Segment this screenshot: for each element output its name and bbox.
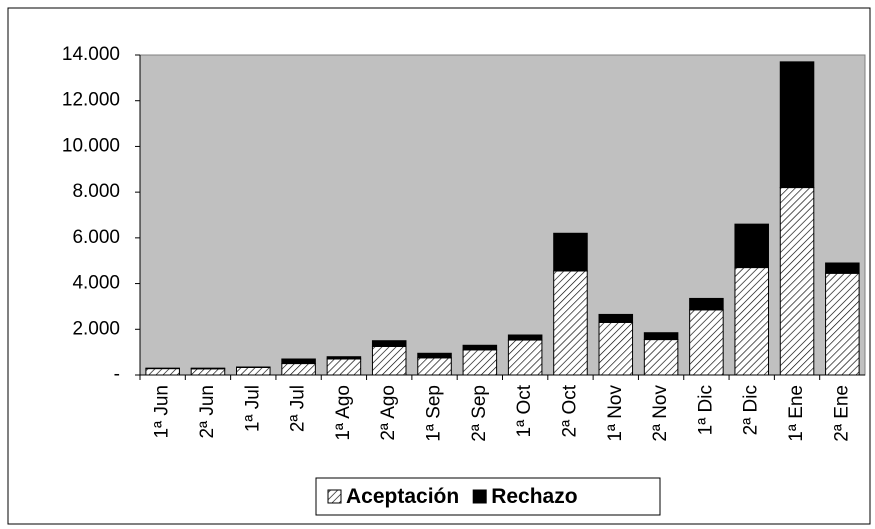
x-tick-label: 1ª Oct [514,384,535,437]
x-tick-label: 1ª Ago [333,385,354,441]
bar-segment [553,270,588,376]
bar-segment [689,297,724,311]
bar-segment [371,340,407,347]
bar-segment [598,321,634,376]
x-tick-label: 2ª Oct [559,384,580,437]
y-tick-label: 8.000 [72,181,120,202]
bar-segment [145,368,180,376]
x-tick-label: 1ª Jun [152,385,173,439]
bar-segment [462,344,498,351]
x-tick-label: 2ª Jun [197,385,218,439]
x-tick-label: 1ª Jul [242,385,263,432]
bar-segment [281,363,316,376]
bar-segment [825,262,860,274]
legend-label: Rechazo [491,485,577,508]
x-tick-label: 1ª Nov [605,385,626,442]
bar-segment [462,349,498,376]
bar-segment [779,187,815,376]
bar-segment [643,332,679,341]
bar-segment [281,358,316,365]
bar-segment [779,61,815,189]
x-tick-label: 2ª Ene [831,385,852,442]
x-tick-label: 2ª Ago [378,385,399,441]
bar-segment [236,366,271,376]
bar-segment [417,352,452,359]
x-tick-label: 1ª Sep [424,385,445,442]
x-tick-label: 1ª Dic [695,385,716,435]
bar-segment [689,309,724,376]
bar-segment [553,232,588,272]
y-tick-label: 12.000 [62,90,120,111]
bar-segment [643,339,679,376]
x-tick-label: 2ª Sep [469,385,490,442]
bar-segment [371,345,407,376]
x-tick-label: 1ª Ene [786,385,807,442]
y-tick-label: 14.000 [62,44,120,65]
legend-swatch [327,489,342,504]
bar-segment [734,267,769,376]
bar-segment [734,223,769,269]
x-tick-label: 2ª Jul [288,385,309,432]
bar-segment [326,356,362,360]
bar-segment [507,339,543,376]
bar-segment [507,334,543,341]
legend-label: Aceptación [346,485,459,508]
legend-box [315,477,661,516]
y-tick-label: 4.000 [72,273,120,294]
bar-segment [825,272,860,376]
bar-segment [190,367,226,370]
y-tick-label: 2.000 [72,318,120,339]
bar-segment [326,358,362,376]
y-tick-label: 10.000 [62,135,120,156]
y-tick-label: 6.000 [72,227,120,248]
y-tick-label: - [114,364,120,385]
bar-segment [417,357,452,376]
bar-segment [598,313,634,323]
x-tick-label: 2ª Nov [650,385,671,442]
x-tick-label: 2ª Dic [741,385,762,435]
bar-segment [190,368,226,376]
legend-swatch [472,489,487,504]
